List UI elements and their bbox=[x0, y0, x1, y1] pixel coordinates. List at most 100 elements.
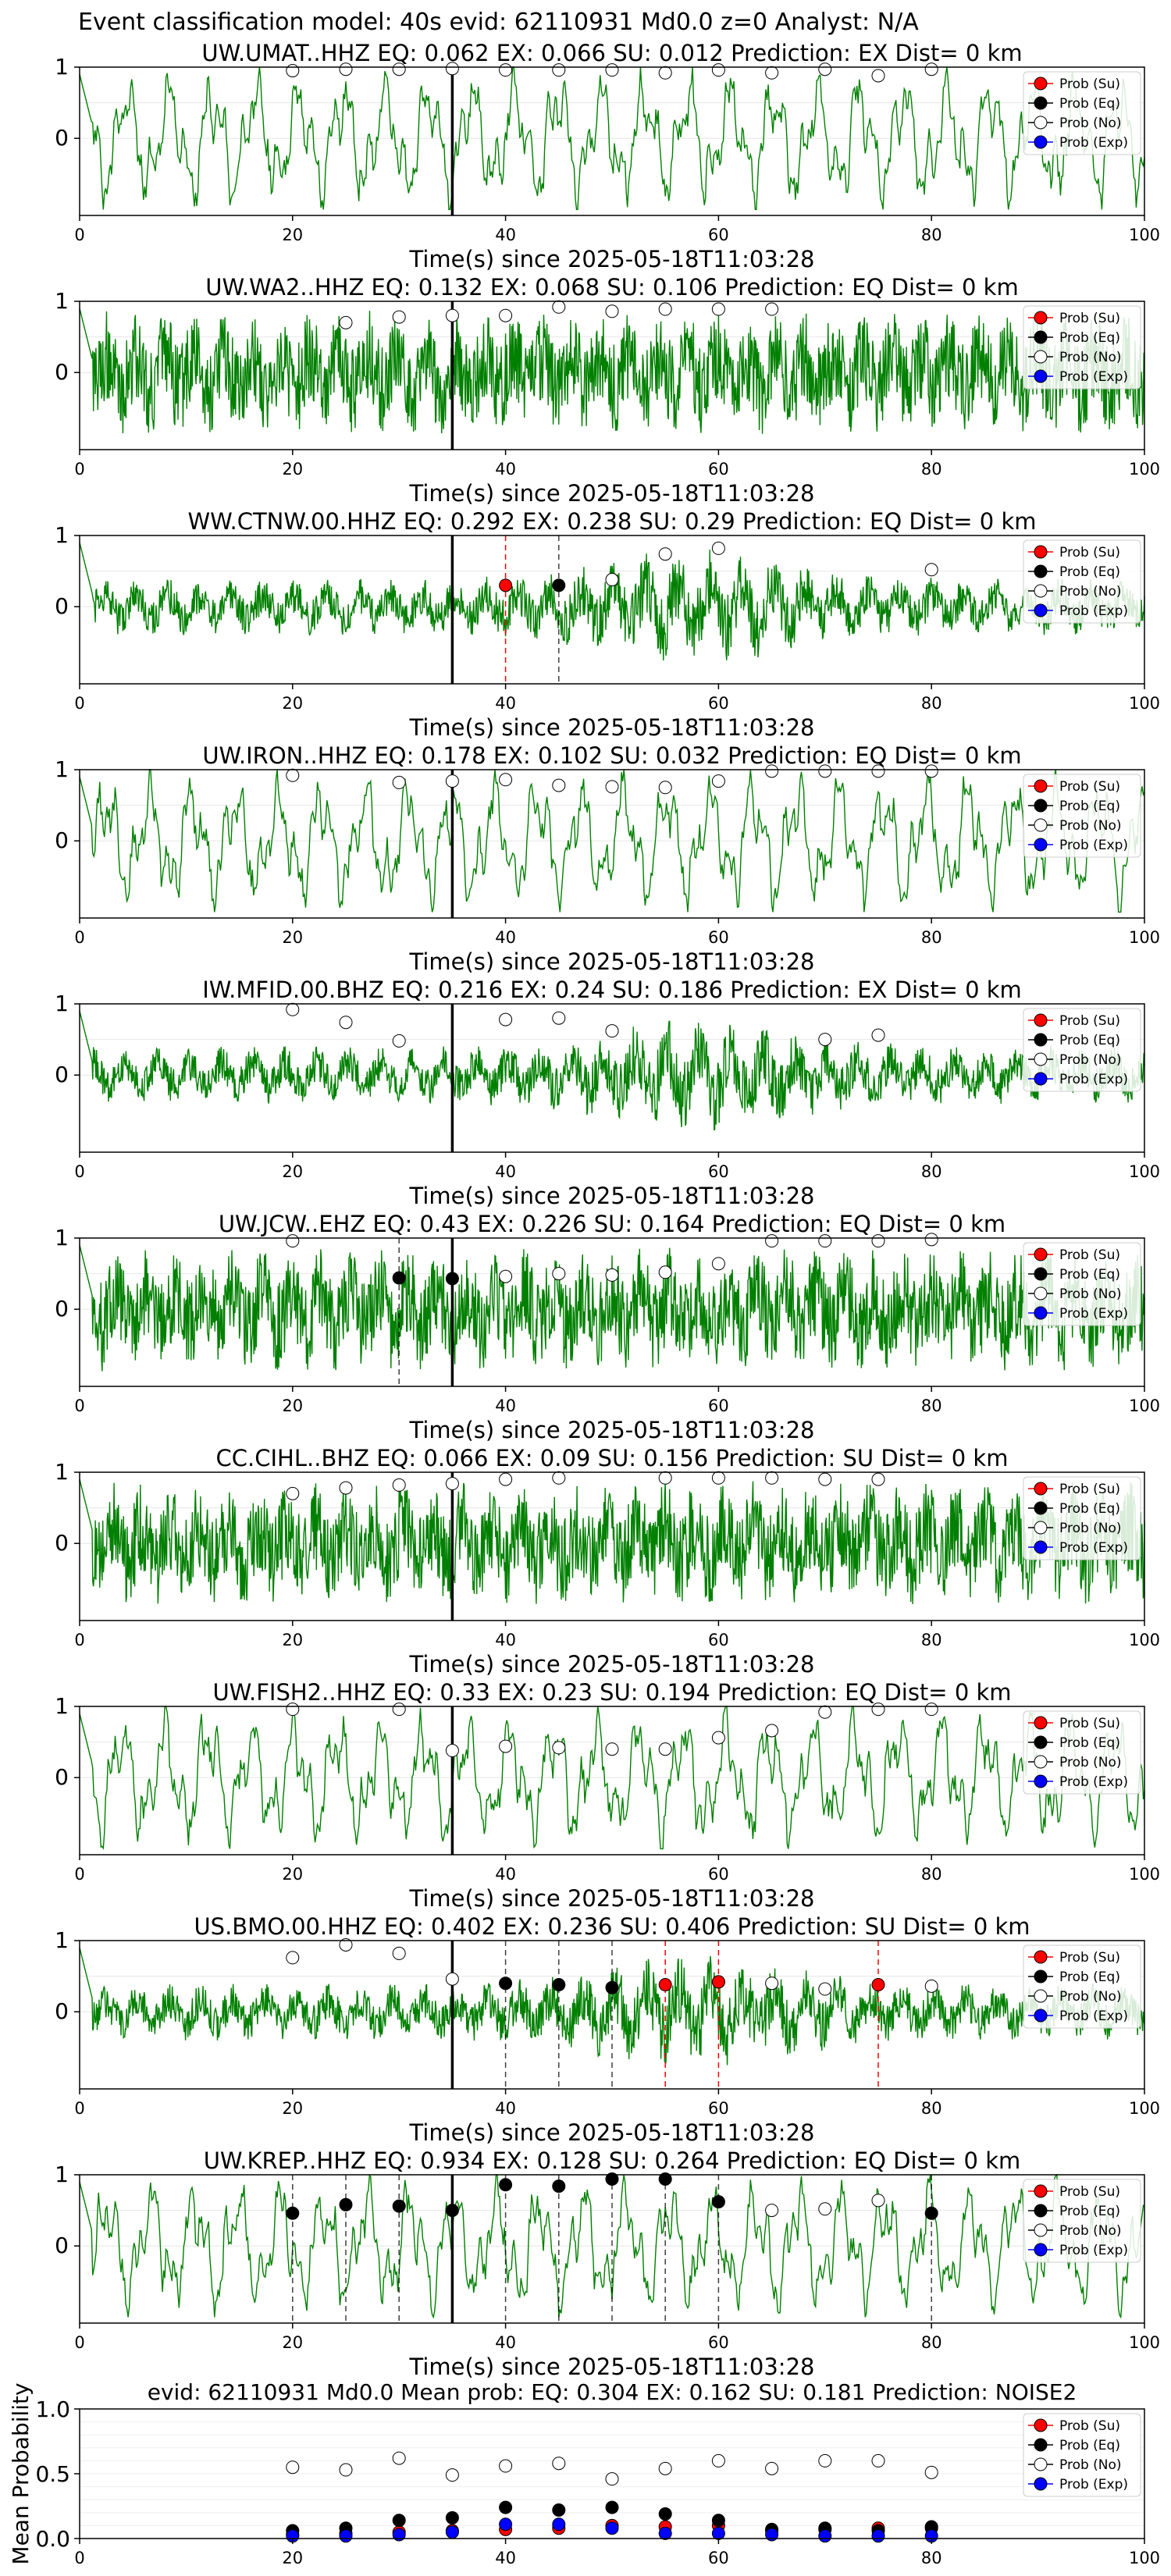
prob-no-marker bbox=[552, 1741, 566, 1755]
x-tick-label: 100 bbox=[1129, 1865, 1160, 1884]
prob-no-marker bbox=[711, 774, 725, 788]
legend: Prob (Su) Prob (Eq) Prob (No) Prob (Exp) bbox=[1023, 2413, 1141, 2497]
x-tick-label: 100 bbox=[1129, 694, 1160, 713]
panel-title: UW.KREP..HHZ EQ: 0.934 EX: 0.128 SU: 0.2… bbox=[204, 2147, 1021, 2174]
x-tick-label: 0 bbox=[74, 460, 84, 479]
panel-title: US.BMO.00.HHZ EQ: 0.402 EX: 0.236 SU: 0.… bbox=[194, 1913, 1030, 1940]
y-tick-label: 0 bbox=[55, 359, 69, 385]
legend-label: Prob (No) bbox=[1059, 1755, 1122, 1770]
x-axis-label: Time(s) since 2025-05-18T11:03:28 bbox=[409, 1885, 815, 1912]
prob-no-marker bbox=[499, 773, 513, 787]
x-axis-label: Time(s) since 2025-05-18T11:03:28 bbox=[409, 1651, 815, 1678]
station-panel: WW.CTNW.00.HHZ EQ: 0.292 EX: 0.238 SU: 0… bbox=[55, 508, 1160, 741]
prob-eq-marker bbox=[392, 2199, 406, 2213]
x-axis-label: Time(s) since 2025-05-18T11:03:28 bbox=[409, 1183, 815, 1209]
legend-label: Prob (Eq) bbox=[1059, 1969, 1120, 1985]
y-tick-label: 1 bbox=[55, 2161, 69, 2187]
y-tick-label: 0 bbox=[55, 1998, 69, 2024]
x-tick-label: 0 bbox=[74, 226, 84, 244]
prob-no-marker bbox=[605, 304, 619, 318]
x-axis-label: Time(s) since 2025-05-18T11:03:28 bbox=[409, 948, 815, 975]
station-panel: UW.JCW..EHZ EQ: 0.43 EX: 0.226 SU: 0.164… bbox=[55, 1211, 1160, 1443]
legend-label: Prob (Su) bbox=[1059, 1482, 1120, 1497]
panel-title: CC.CIHL..BHZ EQ: 0.066 EX: 0.09 SU: 0.15… bbox=[216, 1445, 1009, 1471]
prob-no-marker bbox=[871, 1234, 885, 1248]
prob-no-marker bbox=[711, 63, 725, 77]
panel-title: UW.JCW..EHZ EQ: 0.43 EX: 0.226 SU: 0.164… bbox=[219, 1211, 1005, 1237]
prob-eq-marker bbox=[499, 1976, 513, 1991]
axes-frame bbox=[79, 2174, 1145, 2324]
prob-su-marker bbox=[658, 1978, 672, 1992]
prob-eq-marker bbox=[445, 2204, 459, 2218]
legend-frame bbox=[1023, 1008, 1141, 1092]
axes-frame bbox=[79, 301, 1145, 450]
prob-eq-marker bbox=[711, 2195, 725, 2209]
prob-no-marker bbox=[818, 2202, 832, 2216]
legend-swatch-eq bbox=[1034, 1267, 1048, 1281]
x-axis-label: Time(s) since 2025-05-18T11:03:28 bbox=[409, 714, 815, 741]
legend-label: Prob (No) bbox=[1059, 1052, 1122, 1068]
legend-swatch-no bbox=[1034, 818, 1048, 832]
legend-swatch-eq bbox=[1034, 1033, 1048, 1047]
x-tick-label: 80 bbox=[921, 928, 942, 947]
x-tick-label: 0 bbox=[74, 2549, 84, 2567]
prob-no-marker bbox=[818, 764, 832, 778]
x-tick-label: 40 bbox=[495, 694, 516, 713]
prob-no-marker bbox=[818, 1472, 832, 1486]
panel-title: UW.FISH2..HHZ EQ: 0.33 EX: 0.23 SU: 0.19… bbox=[212, 1679, 1011, 1706]
prob-no-marker bbox=[924, 764, 938, 778]
mean-prob-exp-point bbox=[711, 2526, 725, 2540]
y-tick-label: 1 bbox=[55, 1225, 69, 1251]
x-tick-label: 100 bbox=[1129, 2099, 1160, 2118]
x-axis-label: Time(s) since 2025-05-18T11:03:28 bbox=[409, 246, 815, 272]
legend-frame bbox=[1023, 1242, 1141, 1326]
x-tick-label: 0 bbox=[74, 1631, 84, 1649]
legend-label: Prob (No) bbox=[1059, 350, 1122, 365]
legend-swatch-su bbox=[1034, 1247, 1048, 1261]
mean-prob-exp-point bbox=[605, 2521, 619, 2535]
legend-label: Prob (No) bbox=[1059, 2223, 1122, 2239]
prob-no-marker bbox=[765, 2204, 779, 2218]
prob-eq-marker bbox=[924, 2206, 938, 2220]
legend-swatch-no bbox=[1034, 1989, 1048, 2003]
legend-frame bbox=[1023, 305, 1141, 390]
legend-swatch-su bbox=[1034, 1716, 1048, 1730]
mean-prob-no-point bbox=[392, 2451, 406, 2465]
prob-eq-marker bbox=[552, 578, 566, 592]
legend-label: Prob (Exp) bbox=[1059, 603, 1128, 619]
legend-swatch-no bbox=[1034, 2223, 1048, 2237]
legend-label: Prob (No) bbox=[1059, 818, 1122, 834]
legend-label: Prob (Exp) bbox=[1059, 369, 1128, 385]
x-tick-label: 0 bbox=[74, 1397, 84, 1415]
x-tick-label: 60 bbox=[708, 460, 729, 479]
prob-no-marker bbox=[605, 1268, 619, 1282]
legend-label: Prob (Exp) bbox=[1059, 2008, 1128, 2024]
prob-no-marker bbox=[711, 541, 725, 555]
prob-no-marker bbox=[339, 315, 353, 329]
x-tick-label: 60 bbox=[708, 2099, 729, 2118]
legend-swatch-no bbox=[1034, 1286, 1048, 1300]
axes-frame bbox=[79, 1237, 1145, 1387]
legend: Prob (Su) Prob (Eq) Prob (No) Prob (Exp) bbox=[1023, 1008, 1141, 1092]
prob-no-marker bbox=[765, 1234, 779, 1248]
prob-eq-marker bbox=[445, 1272, 459, 1286]
prob-eq-marker bbox=[392, 1271, 406, 1285]
mean-panel-title: evid: 62110931 Md0.0 Mean prob: EQ: 0.30… bbox=[148, 2379, 1077, 2405]
legend-label: Prob (Eq) bbox=[1059, 2438, 1120, 2453]
waveform-trace bbox=[79, 1244, 1145, 1372]
prob-no-marker bbox=[445, 1972, 459, 1986]
prob-no-marker bbox=[765, 1976, 779, 1991]
prob-no-marker bbox=[286, 1951, 300, 1965]
x-tick-label: 0 bbox=[74, 2099, 84, 2118]
legend-label: Prob (Exp) bbox=[1059, 1306, 1128, 1322]
legend-label: Prob (Exp) bbox=[1059, 135, 1128, 151]
y-tick-label: 1 bbox=[55, 522, 69, 548]
waveform-trace bbox=[79, 1947, 1145, 2065]
station-panel: UW.WA2..HHZ EQ: 0.132 EX: 0.068 SU: 0.10… bbox=[55, 274, 1160, 507]
prob-no-marker bbox=[339, 1016, 353, 1030]
legend-label: Prob (Eq) bbox=[1059, 96, 1120, 112]
legend-label: Prob (Su) bbox=[1059, 779, 1120, 795]
legend-label: Prob (Eq) bbox=[1059, 1033, 1120, 1048]
station-panel: IW.MFID.00.BHZ EQ: 0.216 EX: 0.24 SU: 0.… bbox=[55, 977, 1160, 1209]
